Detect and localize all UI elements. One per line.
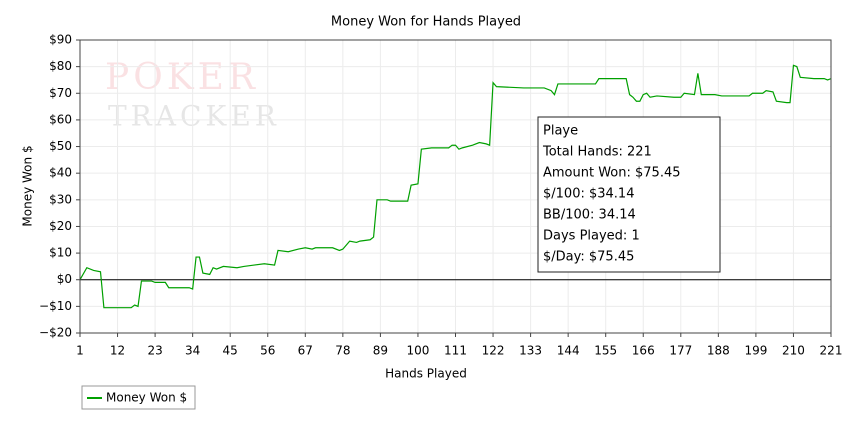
x-tick-label: 100 [406, 344, 429, 358]
y-tick-label: $80 [49, 59, 72, 73]
x-axis-label: Hands Played [385, 367, 467, 381]
watermark: TRACKER [108, 100, 280, 133]
y-tick-label: $90 [49, 33, 72, 47]
watermark: POKER [105, 57, 259, 98]
x-tick-label: 67 [298, 344, 313, 358]
y-tick-label: $0 [57, 272, 72, 286]
tooltip-line: $/Day: $75.45 [543, 250, 634, 265]
tooltip-box [537, 116, 721, 273]
x-tick-label: 210 [782, 344, 805, 358]
x-tick-label: 111 [444, 344, 467, 358]
x-tick-label: 133 [519, 344, 542, 358]
x-tick-label: 221 [820, 344, 843, 358]
x-tick-label: 89 [373, 344, 388, 358]
tooltip-line: $/100: $34.14 [543, 187, 634, 202]
legend-box [81, 385, 196, 410]
chart-title: Money Won for Hands Played [331, 15, 521, 30]
y-tick-label: $10 [49, 246, 72, 260]
x-tick-label: 78 [335, 344, 350, 358]
y-tick-label: $30 [49, 192, 72, 206]
tooltip-line: Playe [543, 124, 578, 139]
x-tick-label: 23 [147, 344, 162, 358]
legend-label: Money Won $ [106, 391, 187, 405]
y-tick-label: $60 [49, 112, 72, 126]
x-tick-label: 45 [223, 344, 238, 358]
y-axis-label: Money Won $ [21, 145, 35, 226]
tooltip-line: Amount Won: $75.45 [543, 166, 681, 181]
x-tick-label: 1 [76, 344, 84, 358]
tooltip-line: BB/100: 34.14 [543, 208, 636, 223]
x-tick-label: 56 [260, 344, 275, 358]
data-line [79, 64, 832, 309]
x-tick-label: 188 [707, 344, 730, 358]
x-tick-label: 144 [557, 344, 580, 358]
tooltip-line: Days Played: 1 [543, 229, 640, 244]
x-tick-label: 122 [482, 344, 505, 358]
y-tick-label: $20 [49, 219, 72, 233]
x-tick-label: 177 [669, 344, 692, 358]
x-tick-label: 199 [744, 344, 767, 358]
y-tick-label: $40 [49, 166, 72, 180]
y-tick-label: $50 [49, 139, 72, 153]
x-tick-label: 155 [594, 344, 617, 358]
x-tick-label: 34 [185, 344, 200, 358]
tooltip: Playe Total Hands: 221 Amount Won: $75.45 $… [537, 116, 721, 273]
tooltip-line: Total Hands: 221 [542, 145, 652, 160]
x-tick-label: 166 [632, 344, 655, 358]
y-tick-label: −$10 [39, 299, 72, 313]
y-tick-label: $70 [49, 86, 72, 100]
x-tick-label: 12 [110, 344, 125, 358]
y-tick-label: −$20 [39, 326, 72, 340]
